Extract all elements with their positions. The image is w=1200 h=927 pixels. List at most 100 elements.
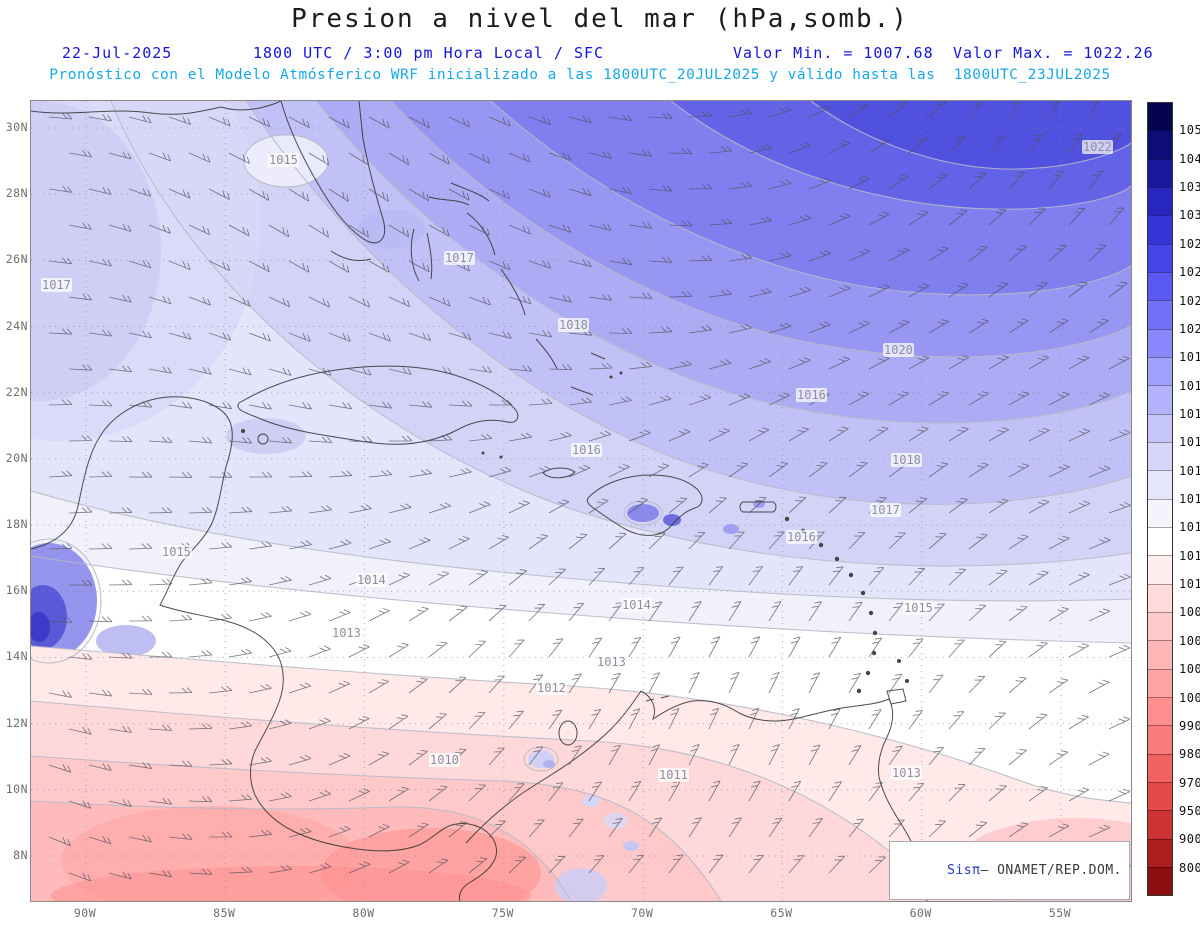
contour-label: 1018 (891, 453, 922, 467)
colorbar-cell (1148, 215, 1172, 244)
colorbar-cell (1148, 356, 1172, 386)
contour-label: 1017 (870, 503, 901, 517)
cuba-coast (237, 365, 519, 445)
colorbar-cell (1148, 866, 1172, 896)
florida-coast (280, 101, 386, 244)
min-value-label: Valor Min. = 1007.68 (733, 44, 934, 62)
colorbar-cell (1148, 555, 1172, 584)
forecast-date: 22-Jul-2025 (62, 44, 173, 62)
map-canvas (31, 101, 1131, 901)
colorbar-cell (1148, 385, 1172, 414)
colorbar-cell (1148, 243, 1172, 272)
page-title: Presion a nivel del mar (hPa,somb.) (291, 4, 909, 34)
contour-label: 1022 (1082, 140, 1113, 154)
colorbar-label: 1014 (1179, 492, 1200, 506)
south-america-coast (465, 690, 928, 901)
contour-label: 1018 (558, 318, 589, 332)
contour-label: 1011 (658, 768, 689, 782)
colorbar-label: 1025 (1179, 265, 1200, 280)
lat-label: 18N (5, 517, 28, 532)
colorbar-cell (1148, 328, 1172, 357)
colorbar-label: 1008 (1179, 605, 1200, 620)
lat-label: 8N (13, 847, 28, 862)
model-info-line: Pronóstico con el Modelo Atmósferico WRF… (49, 67, 1111, 83)
lon-label: 60W (909, 906, 932, 920)
colorbar-cell (1148, 583, 1172, 612)
colorbar-cell (1148, 526, 1172, 556)
colorbar-cell (1148, 725, 1172, 754)
contour-label: 1014 (356, 573, 387, 587)
colorbar-label: 950 (1179, 803, 1200, 818)
florida-keys (330, 250, 372, 262)
colorbar-cell (1148, 186, 1172, 216)
colorbar-cell (1148, 103, 1172, 131)
contour-label: 1013 (331, 626, 362, 640)
lat-label: 20N (5, 450, 28, 465)
contour-label: 1013 (891, 766, 922, 780)
lat-label: 22N (5, 384, 28, 399)
central-america-coast (31, 396, 498, 901)
lon-label: 90W (73, 906, 97, 920)
forecast-time: 1800 UTC / 3:00 pm Hora Local / SFC (253, 44, 605, 62)
colorbar-label: 1006 (1179, 633, 1200, 648)
colorbar-label: 1015 (1179, 463, 1200, 478)
colorbar-label: 980 (1179, 747, 1200, 762)
colorbar-cell (1148, 413, 1172, 442)
colorbar-cell (1148, 271, 1172, 301)
pressure-colorbar (1147, 102, 1173, 896)
contour-label: 1010 (429, 753, 460, 767)
colorbar-cell (1148, 753, 1172, 782)
colorbar-cell (1148, 781, 1172, 811)
lon-label: 70W (630, 906, 654, 920)
gulf-coast (31, 101, 282, 115)
lon-label: 55W (1048, 906, 1072, 920)
small-islands (241, 371, 909, 694)
curacao-islands (645, 695, 670, 702)
lat-label: 12N (5, 715, 28, 730)
colorbar-cell (1148, 668, 1172, 697)
lon-label: 80W (352, 906, 375, 920)
colorbar-label: 1050 (1179, 123, 1200, 138)
contour-label: 1015 (161, 545, 192, 559)
colorbar-label: 1030 (1179, 208, 1200, 223)
colorbar-cell (1148, 640, 1172, 669)
lat-label: 28N (5, 186, 28, 201)
colorbar-label: 900 (1179, 832, 1200, 847)
puerto-rico-coast (739, 501, 777, 513)
colorbar-cell (1148, 696, 1172, 726)
pressure-map: 1017 1015 1017 1018 1022 1020 1016 1018 1017 1016… (30, 100, 1132, 902)
colorbar-label: 1013 (1179, 520, 1200, 535)
lon-label: 65W (770, 906, 793, 920)
lon-label: 75W (491, 906, 514, 920)
colorbar-cell (1148, 300, 1172, 329)
colorbar-label: 1018 (1179, 378, 1200, 393)
jamaica-coast (542, 467, 576, 479)
colorbar-label: 1004 (1179, 662, 1200, 677)
wind-barbs (48, 101, 1131, 882)
contour-label: 1016 (571, 443, 602, 457)
lat-label: 30N (5, 120, 28, 134)
colorbar-label: 1040 (1179, 151, 1200, 166)
contour-label: 1016 (796, 388, 827, 402)
lat-label: 26N (5, 252, 28, 267)
colorbar-label: 1016 (1179, 435, 1200, 450)
colorbar-cell (1148, 470, 1172, 499)
contour-label: 1015 (903, 601, 934, 615)
contour-label: 1017 (41, 278, 72, 292)
lat-label: 24N (5, 318, 28, 333)
lon-label: 85W (213, 906, 236, 920)
org-name: ONAMET/REP.DOM. (997, 863, 1122, 878)
trinidad-coast (886, 688, 907, 705)
contour-label: 1014 (621, 598, 652, 612)
coastlines (31, 101, 928, 901)
colorbar-label: 1022 (1179, 293, 1200, 308)
colorbar-label: 800 (1179, 860, 1200, 875)
colorbar-label: 1019 (1179, 350, 1200, 365)
contour-label: 1012 (536, 681, 567, 695)
colorbar-label: 1017 (1179, 406, 1200, 421)
colorbar-label: 1000 (1179, 690, 1200, 705)
contour-label: 1016 (786, 530, 817, 544)
colorbar-label: 1010 (1179, 577, 1200, 592)
attribution-badge: Sisπ– ONAMET/REP.DOM. (889, 841, 1130, 900)
